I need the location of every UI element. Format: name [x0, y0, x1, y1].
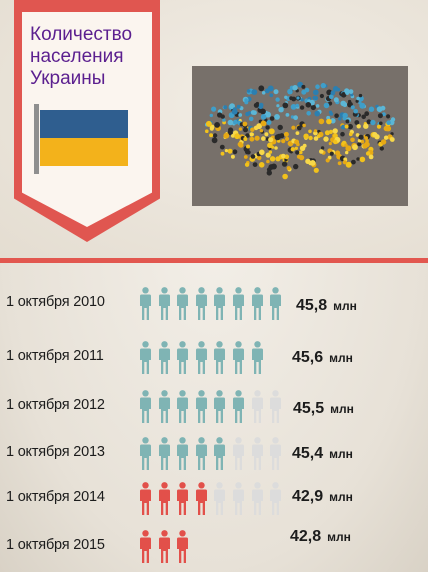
- crowd-map-illustration: [192, 66, 408, 206]
- value-number: 42,8: [290, 528, 322, 545]
- title-line-3: Украины: [30, 68, 106, 89]
- title-line-2: населения: [30, 46, 124, 67]
- flag-pole: [34, 104, 39, 174]
- person-icon: [140, 287, 151, 321]
- row-label: 1 октября 2014: [6, 489, 105, 505]
- person-icon-empty: [214, 482, 226, 516]
- row-label: 1 октября 2012: [6, 397, 105, 413]
- row-label: 1 октября 2011: [6, 348, 104, 364]
- row-label: 1 октября 2015: [6, 537, 105, 553]
- person-icon: [140, 341, 151, 375]
- person-icon: [233, 287, 244, 321]
- person-icon: [158, 287, 170, 321]
- person-icon: [214, 390, 226, 424]
- person-icon: [214, 287, 226, 321]
- person-icon: [195, 390, 207, 424]
- value-unit: млн: [333, 299, 357, 313]
- page-title: Количество населения Украины: [30, 24, 154, 90]
- person-icon: [177, 287, 189, 321]
- person-icon-empty: [251, 390, 263, 424]
- person-icon: [177, 390, 189, 424]
- row-value: 45,5 млн: [293, 400, 354, 418]
- person-icon-empty: [233, 437, 244, 471]
- value-unit: млн: [329, 490, 353, 504]
- person-icon: [158, 530, 170, 564]
- section-divider: [0, 258, 428, 263]
- person-icon: [195, 437, 207, 471]
- row-value: 42,8 млн: [290, 528, 351, 546]
- title-line-1: Количество: [30, 24, 133, 45]
- row-value: 45,8 млн: [296, 297, 357, 315]
- flag-yellow-stripe: [40, 138, 128, 166]
- row-value: 42,9 млн: [292, 488, 353, 506]
- person-icon-empty: [251, 437, 263, 471]
- person-icon-empty: [270, 437, 282, 471]
- person-icon: [158, 341, 170, 375]
- value-number: 42,9: [292, 488, 324, 505]
- flag-blue-stripe: [40, 110, 128, 138]
- person-icon: [177, 437, 189, 471]
- person-icon-empty: [233, 482, 244, 516]
- person-icon: [158, 437, 170, 471]
- person-icon: [233, 390, 244, 424]
- person-icon: [214, 437, 226, 471]
- person-icon: [140, 530, 151, 564]
- person-icon: [177, 530, 189, 564]
- row-value: 45,6 млн: [292, 349, 353, 367]
- person-icon-empty: [270, 390, 282, 424]
- person-icon-empty: [270, 482, 282, 516]
- person-icon: [158, 482, 170, 516]
- person-icon: [177, 341, 189, 375]
- person-icon: [195, 287, 207, 321]
- value-unit: млн: [329, 447, 353, 461]
- person-icon: [195, 482, 207, 516]
- value-number: 45,4: [292, 445, 324, 462]
- value-number: 45,8: [296, 297, 328, 314]
- ukraine-flag-icon: [40, 110, 128, 166]
- person-icon: [214, 341, 226, 375]
- value-number: 45,5: [293, 400, 325, 417]
- person-icon: [140, 390, 151, 424]
- row-label: 1 октября 2013: [6, 444, 105, 460]
- person-icon: [233, 341, 244, 375]
- person-icon: [140, 437, 151, 471]
- row-value: 45,4 млн: [292, 445, 353, 463]
- person-icon: [195, 341, 207, 375]
- crowd-map-photo: [192, 66, 408, 206]
- person-icon: [140, 482, 151, 516]
- row-label: 1 октября 2010: [6, 294, 105, 310]
- value-number: 45,6: [292, 349, 324, 366]
- person-icon: [158, 390, 170, 424]
- person-icon: [177, 482, 189, 516]
- person-icon: [270, 287, 282, 321]
- person-icon-empty: [251, 482, 263, 516]
- person-icon: [251, 287, 263, 321]
- person-icon: [251, 341, 263, 375]
- value-unit: млн: [330, 402, 354, 416]
- value-unit: млн: [329, 351, 353, 365]
- value-unit: млн: [327, 530, 351, 544]
